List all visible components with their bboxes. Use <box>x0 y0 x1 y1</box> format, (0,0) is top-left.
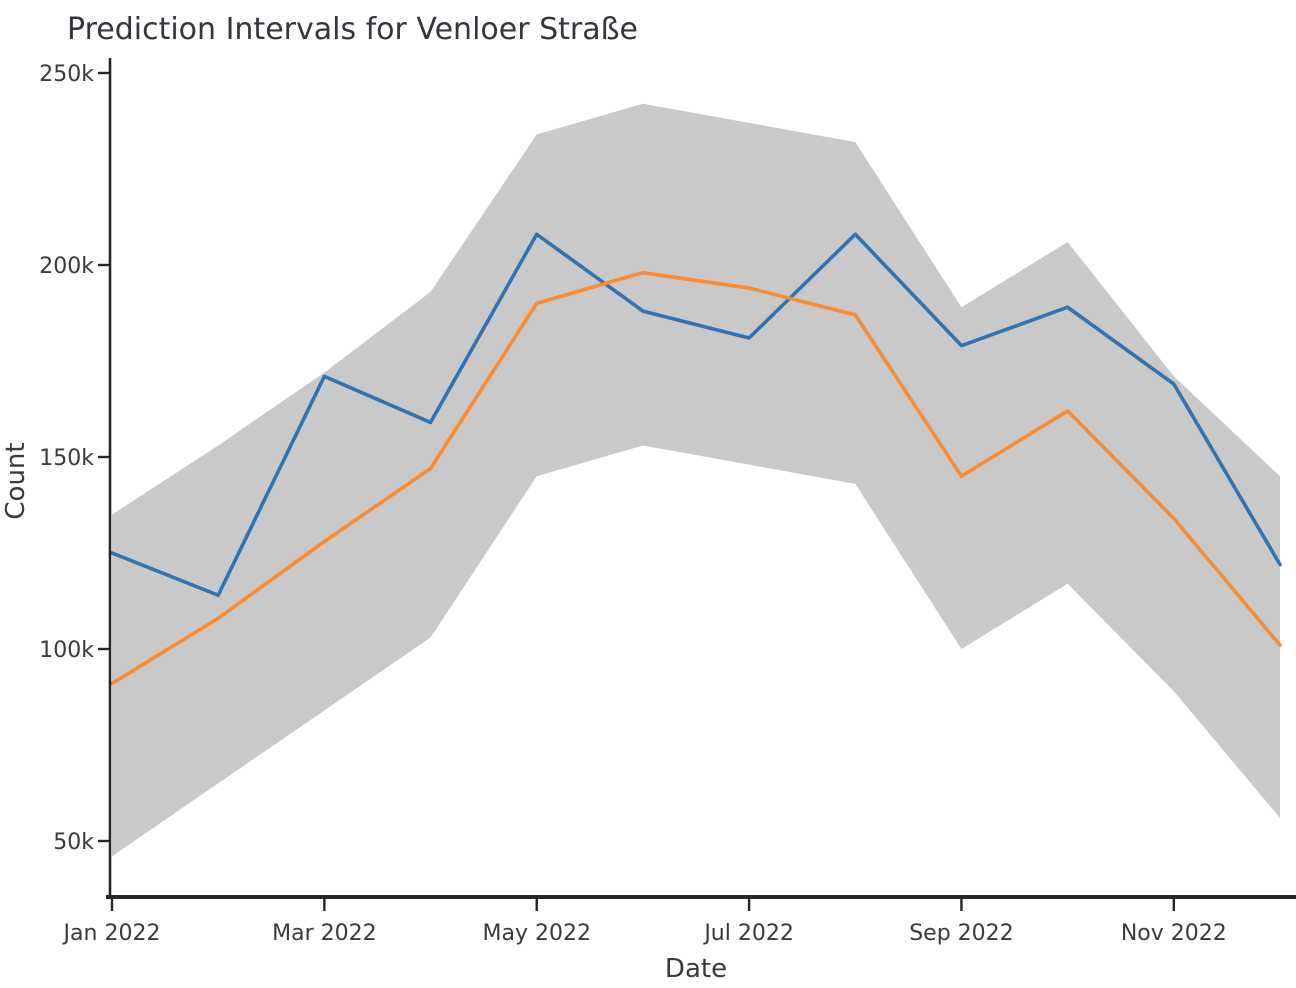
axes-group <box>106 58 1296 899</box>
x-tick-label: Nov 2022 <box>1121 921 1227 946</box>
y-tick-label: 200k <box>39 254 94 279</box>
chart-title: Prediction Intervals for Venloer Straße <box>67 12 638 47</box>
y-axis-title: Count <box>1 442 31 519</box>
x-tick-label: May 2022 <box>482 921 590 946</box>
series-lines-group <box>110 232 1282 686</box>
y-tick-label: 50k <box>53 830 94 855</box>
y-tick-label: 250k <box>39 62 94 87</box>
x-tick-label: Sep 2022 <box>909 921 1013 946</box>
y-tick-label: 100k <box>39 638 94 663</box>
x-tick-group: Jan 2022 Mar 2022 May 2022 Jul 2022 Sep 2022… <box>62 897 1227 946</box>
y-tick-group: 50k 100k 150k 200k 250k <box>39 62 110 855</box>
blue-line <box>110 232 1282 598</box>
prediction-interval-band <box>112 103 1280 857</box>
x-tick-label: Jul 2022 <box>702 921 794 946</box>
y-tick-label: 150k <box>39 446 94 471</box>
x-tick-label: Jan 2022 <box>62 921 161 946</box>
x-tick-label: Mar 2022 <box>272 921 377 946</box>
prediction-band-group <box>112 103 1280 857</box>
x-axis-title: Date <box>665 954 727 984</box>
orange-line <box>110 270 1282 686</box>
